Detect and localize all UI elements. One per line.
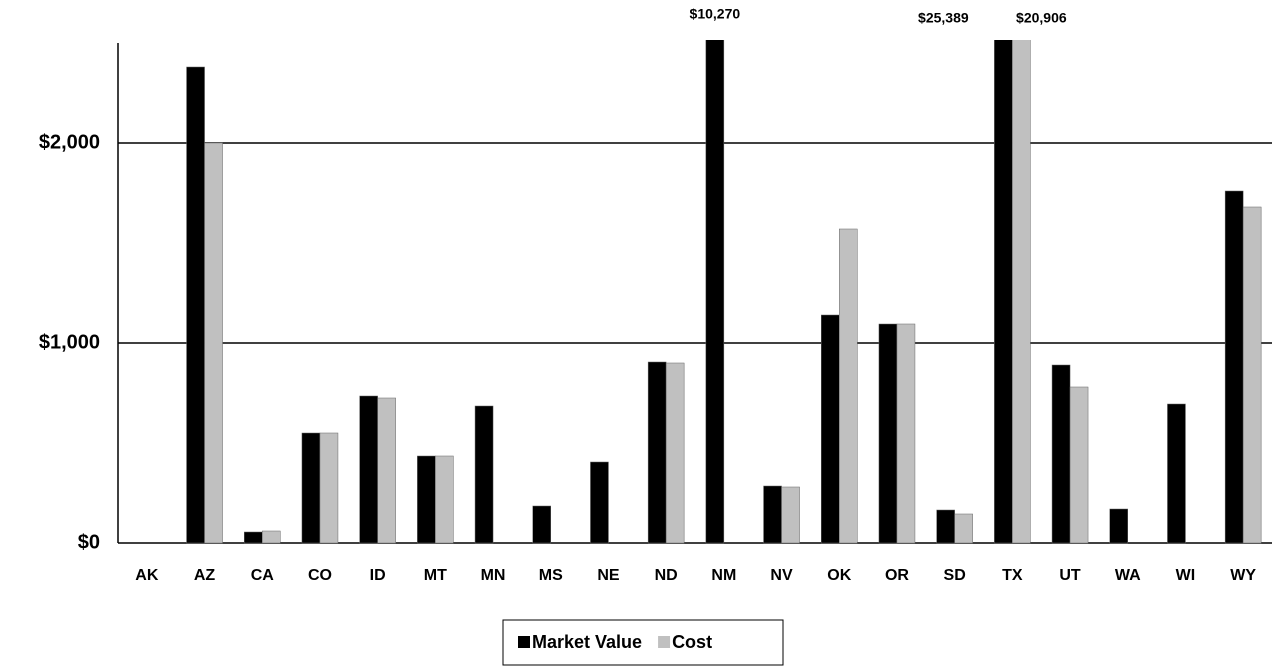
x-tick-label: MS xyxy=(539,567,563,584)
bar xyxy=(954,513,973,544)
x-tick-label: AZ xyxy=(194,567,216,584)
value-label: $20,906 xyxy=(1016,10,1067,26)
x-tick-label: WA xyxy=(1115,567,1141,584)
y-tick-label: $2,000 xyxy=(39,131,100,153)
x-tick-label: NM xyxy=(711,567,736,584)
bar xyxy=(417,455,436,544)
bar xyxy=(665,362,685,544)
x-tick-label: NE xyxy=(597,567,620,584)
bar xyxy=(821,314,840,544)
bar xyxy=(781,486,800,544)
bar xyxy=(1109,508,1128,544)
bar xyxy=(1069,386,1089,544)
x-tick-label: CA xyxy=(251,567,275,584)
x-tick-label: OR xyxy=(885,567,909,584)
bar xyxy=(1242,206,1262,544)
bar xyxy=(435,455,454,544)
bar xyxy=(1051,364,1071,544)
bar xyxy=(936,509,955,544)
bar xyxy=(705,40,725,544)
x-tick-label: ND xyxy=(655,567,678,584)
bar xyxy=(186,66,205,544)
x-tick-label: WY xyxy=(1230,567,1256,584)
x-tick-label: NV xyxy=(770,567,793,584)
bar xyxy=(1167,403,1186,544)
value-label: $10,270 xyxy=(690,6,741,22)
bar xyxy=(994,40,1013,544)
x-tick-label: OK xyxy=(827,567,851,584)
bar xyxy=(301,432,321,544)
bar xyxy=(1224,190,1244,544)
labels: $0 $1,000 $2,000 AK AZ CA CO ID MT MN MS NE ND NM $10,… xyxy=(39,6,1257,585)
bars xyxy=(186,40,1262,544)
bar xyxy=(839,228,858,544)
bar xyxy=(359,395,378,544)
bar xyxy=(204,142,223,544)
bar xyxy=(262,530,281,544)
x-tick-label: AK xyxy=(135,567,159,584)
x-tick-label: ID xyxy=(370,567,386,584)
legend-swatch xyxy=(518,636,530,648)
y-tick-label: $0 xyxy=(78,531,100,553)
x-tick-label: TX xyxy=(1002,567,1023,584)
bar xyxy=(878,323,898,544)
bar xyxy=(896,323,916,544)
y-tick-label: $1,000 xyxy=(39,331,100,353)
value-label: $25,389 xyxy=(918,10,969,26)
bar xyxy=(647,361,667,544)
x-tick-label: UT xyxy=(1059,567,1081,584)
x-tick-label: CO xyxy=(308,567,332,584)
x-tick-label: MT xyxy=(424,567,447,584)
x-tick-label: SD xyxy=(944,567,966,584)
legend-swatch xyxy=(658,636,671,648)
legend-label: Cost xyxy=(672,632,712,652)
bar xyxy=(590,461,609,544)
bar xyxy=(1012,40,1031,544)
legend xyxy=(502,619,784,666)
x-tick-label: MN xyxy=(481,567,506,584)
legend-label: Market Value xyxy=(532,632,642,652)
bar xyxy=(244,531,263,544)
bar xyxy=(763,485,782,544)
x-tick-label: WI xyxy=(1176,567,1196,584)
bar xyxy=(474,405,494,544)
bar xyxy=(319,432,339,544)
bar xyxy=(377,397,396,544)
grid xyxy=(117,43,1272,544)
bar xyxy=(532,505,551,544)
